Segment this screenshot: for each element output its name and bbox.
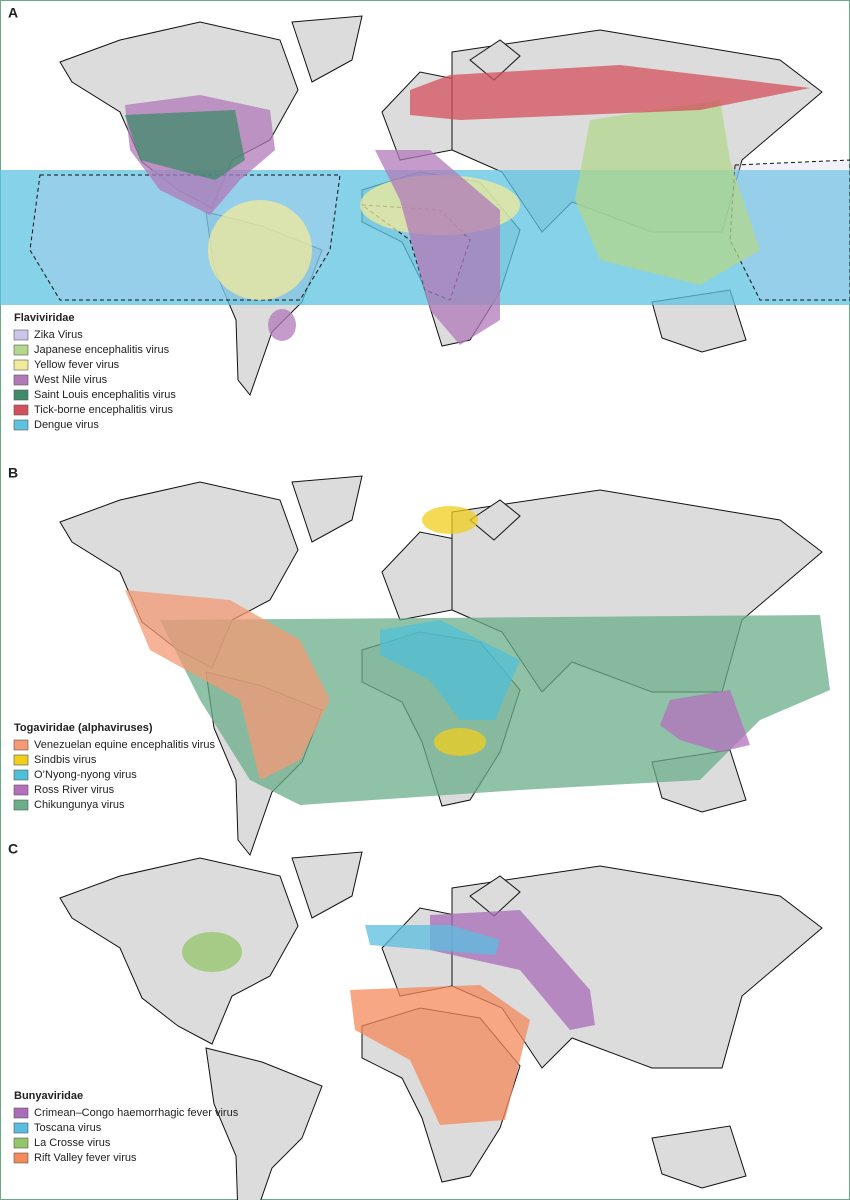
- legend-title: Flaviviridae: [14, 312, 75, 324]
- virus-region: [182, 932, 242, 972]
- legend-swatch: [13, 1137, 29, 1149]
- legend-label: Venezuelan equine encephalitis virus: [34, 739, 216, 751]
- virus-region: [350, 985, 530, 1125]
- virus-region: [375, 150, 500, 345]
- legend-label: O’Nyong-nyong virus: [34, 769, 137, 781]
- virus-region: [125, 110, 245, 180]
- legend-label: Crimean–Congo haemorrhagic fever virus: [34, 1107, 239, 1119]
- virus-region: [434, 728, 486, 756]
- legend-label: Dengue virus: [34, 419, 99, 431]
- legend-swatch: [13, 1107, 29, 1119]
- legend-swatch: [13, 769, 29, 781]
- legend-label: Saint Louis encephalitis virus: [34, 389, 176, 401]
- legend-label: Chikungunya virus: [34, 799, 125, 811]
- virus-region: [422, 506, 478, 534]
- virus-region: [268, 309, 296, 341]
- legend-swatch: [13, 799, 29, 811]
- legend-swatch: [13, 389, 29, 401]
- legend-label: Zika Virus: [34, 329, 83, 341]
- legend-swatch: [13, 739, 29, 751]
- virus-region: [575, 100, 760, 285]
- virus-region: [365, 925, 500, 955]
- panel-label: A: [8, 5, 18, 21]
- legend-swatch: [13, 374, 29, 386]
- legend-swatch: [13, 1122, 29, 1134]
- panel-label: B: [8, 465, 18, 481]
- legend-swatch: [13, 419, 29, 431]
- virus-region: [660, 690, 750, 752]
- virus-region: [410, 65, 810, 120]
- virus-region: [380, 620, 520, 720]
- legend-swatch: [13, 329, 29, 341]
- legend-label: Ross River virus: [34, 784, 115, 796]
- legend-swatch: [13, 359, 29, 371]
- legend-label: Japanese encephalitis virus: [34, 344, 170, 356]
- virus-region: [125, 590, 330, 780]
- legend-title: Togaviridae (alphaviruses): [14, 722, 153, 734]
- legend-label: Rift Valley fever virus: [34, 1152, 137, 1164]
- legend-swatch: [13, 404, 29, 416]
- legend-title: Bunyaviridae: [14, 1090, 83, 1102]
- virus-region: [208, 200, 312, 300]
- legend-swatch: [13, 1152, 29, 1164]
- legend-label: Toscana virus: [34, 1122, 102, 1134]
- legend-swatch: [13, 754, 29, 766]
- legend-label: West Nile virus: [34, 374, 108, 386]
- legend-label: Tick-borne encephalitis virus: [34, 404, 173, 416]
- legend-label: Yellow fever virus: [34, 359, 120, 371]
- legend-label: La Crosse virus: [34, 1137, 111, 1149]
- legend-swatch: [13, 784, 29, 796]
- legend-swatch: [13, 344, 29, 356]
- panel-label: C: [8, 841, 18, 857]
- legend-label: Sindbis virus: [34, 754, 97, 766]
